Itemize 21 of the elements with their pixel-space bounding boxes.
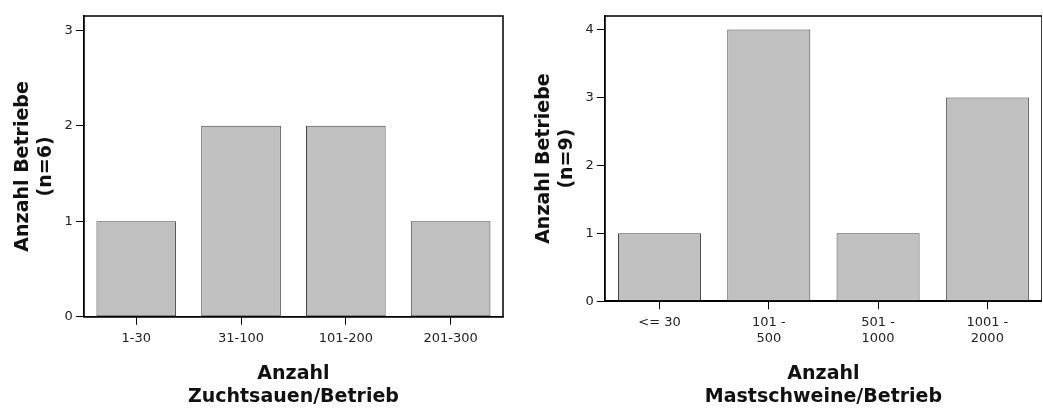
x-tick-label: 101-200 xyxy=(318,329,373,345)
y-tick-label: 0 xyxy=(585,292,594,308)
x-tick-label: 201-300 xyxy=(423,329,478,345)
y-tick-label: 0 xyxy=(64,308,73,324)
y-tick-label: 2 xyxy=(64,117,73,133)
y-tick-label: 3 xyxy=(585,88,594,104)
x-tick-label: 1-30 xyxy=(121,329,152,345)
y-axis-title: Anzahl Betriebe (n=9) xyxy=(531,73,577,244)
x-tick-label: <= 30 xyxy=(638,314,681,330)
x-tick-label: 101 - 500 xyxy=(751,314,786,345)
x-axis-title: Anzahl Mastschweine/Betrieb xyxy=(704,360,943,406)
y-tick-label: 2 xyxy=(585,156,594,172)
y-tick-label: 1 xyxy=(585,224,594,240)
x-tick-label: 501 - 1000 xyxy=(861,314,896,345)
y-tick-label: 3 xyxy=(64,21,73,37)
y-tick-label: 4 xyxy=(585,20,594,36)
y-axis-title: Anzahl Betriebe (n=6) xyxy=(10,81,56,252)
x-tick-label: 1001 - 2000 xyxy=(966,314,1009,345)
x-tick-label: 31-100 xyxy=(218,329,265,345)
y-tick-label: 1 xyxy=(64,212,73,228)
x-axis-title: Anzahl Zuchtsauen/Betrieb xyxy=(187,360,399,406)
